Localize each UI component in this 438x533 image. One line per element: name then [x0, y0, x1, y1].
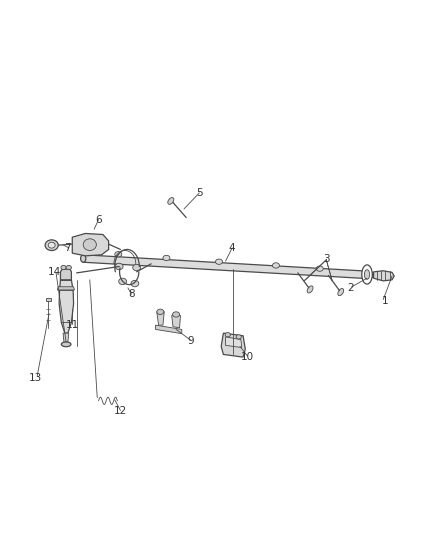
- Ellipse shape: [307, 286, 313, 293]
- Text: 13: 13: [28, 374, 42, 383]
- Text: 3: 3: [323, 254, 330, 263]
- Ellipse shape: [272, 263, 279, 268]
- Ellipse shape: [157, 309, 164, 314]
- Text: 2: 2: [347, 283, 354, 293]
- Polygon shape: [57, 287, 74, 290]
- Ellipse shape: [133, 264, 141, 271]
- Ellipse shape: [316, 266, 323, 271]
- Polygon shape: [157, 310, 164, 325]
- Polygon shape: [226, 337, 242, 348]
- Polygon shape: [63, 333, 69, 342]
- Ellipse shape: [236, 335, 241, 339]
- Text: 5: 5: [196, 188, 203, 198]
- Text: 8: 8: [128, 289, 135, 299]
- Ellipse shape: [115, 252, 122, 257]
- Polygon shape: [172, 313, 180, 328]
- Polygon shape: [83, 255, 370, 279]
- Polygon shape: [374, 271, 394, 281]
- Ellipse shape: [61, 342, 71, 347]
- Ellipse shape: [362, 265, 372, 284]
- Polygon shape: [60, 269, 71, 280]
- Ellipse shape: [115, 263, 123, 270]
- Ellipse shape: [367, 271, 373, 279]
- Polygon shape: [221, 333, 245, 357]
- Text: 11: 11: [66, 320, 79, 330]
- Ellipse shape: [83, 239, 96, 251]
- Ellipse shape: [45, 240, 58, 251]
- Text: 10: 10: [241, 352, 254, 362]
- Ellipse shape: [119, 278, 127, 285]
- Ellipse shape: [131, 280, 139, 287]
- Text: 1: 1: [382, 296, 389, 306]
- Text: 6: 6: [95, 215, 102, 224]
- Ellipse shape: [338, 288, 344, 296]
- Ellipse shape: [48, 242, 55, 248]
- Ellipse shape: [225, 333, 230, 337]
- Polygon shape: [72, 233, 109, 256]
- Ellipse shape: [215, 259, 223, 264]
- Ellipse shape: [81, 255, 86, 262]
- Polygon shape: [59, 280, 74, 333]
- Polygon shape: [155, 325, 182, 334]
- Ellipse shape: [364, 270, 370, 279]
- Polygon shape: [46, 298, 51, 301]
- Ellipse shape: [163, 255, 170, 261]
- Text: 4: 4: [229, 243, 236, 253]
- Text: 7: 7: [64, 243, 71, 253]
- Text: 14: 14: [48, 267, 61, 277]
- Ellipse shape: [61, 265, 66, 270]
- Ellipse shape: [66, 265, 71, 270]
- Ellipse shape: [173, 312, 180, 317]
- Ellipse shape: [168, 198, 174, 204]
- Text: 12: 12: [114, 407, 127, 416]
- Text: 9: 9: [187, 336, 194, 346]
